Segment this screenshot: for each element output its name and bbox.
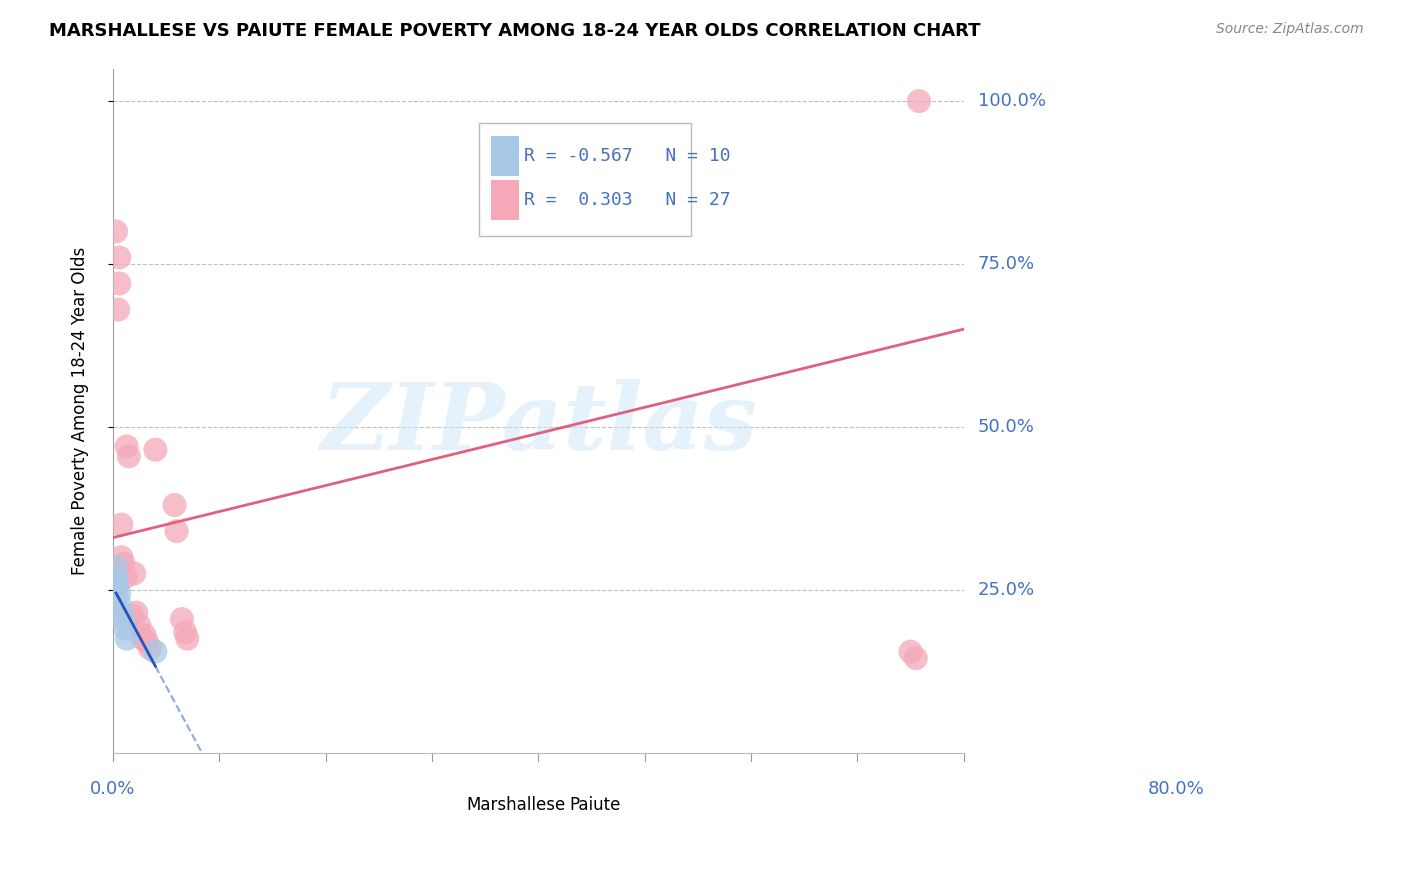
- Text: Marshallese: Marshallese: [467, 797, 567, 814]
- Point: [904, 651, 927, 665]
- Text: MARSHALLESE VS PAIUTE FEMALE POVERTY AMONG 18-24 YEAR OLDS CORRELATION CHART: MARSHALLESE VS PAIUTE FEMALE POVERTY AMO…: [49, 22, 981, 40]
- Text: 25.0%: 25.0%: [977, 581, 1035, 599]
- Point: [110, 550, 132, 565]
- Point: [108, 596, 131, 610]
- Text: 0.0%: 0.0%: [90, 780, 135, 798]
- Point: [110, 517, 132, 532]
- Point: [105, 580, 128, 594]
- Point: [163, 498, 186, 512]
- Point: [108, 277, 131, 291]
- Point: [131, 632, 153, 646]
- Text: Paiute: Paiute: [569, 797, 621, 814]
- Point: [105, 224, 128, 238]
- Text: 80.0%: 80.0%: [1149, 780, 1205, 798]
- Point: [108, 251, 131, 265]
- Point: [170, 612, 193, 626]
- Point: [135, 635, 157, 649]
- Text: 50.0%: 50.0%: [977, 417, 1035, 436]
- Point: [139, 641, 162, 656]
- Point: [108, 586, 131, 600]
- Point: [166, 524, 188, 538]
- Point: [122, 566, 145, 581]
- Point: [908, 94, 931, 108]
- FancyBboxPatch shape: [492, 136, 519, 176]
- Point: [105, 570, 128, 584]
- Point: [114, 570, 136, 584]
- Point: [900, 645, 922, 659]
- Point: [115, 439, 138, 453]
- Point: [112, 557, 135, 571]
- Text: R = -0.567   N = 10: R = -0.567 N = 10: [524, 147, 731, 165]
- Text: Source: ZipAtlas.com: Source: ZipAtlas.com: [1216, 22, 1364, 37]
- FancyBboxPatch shape: [478, 123, 692, 236]
- Point: [107, 302, 129, 317]
- Point: [125, 606, 148, 620]
- Point: [128, 618, 150, 632]
- Point: [121, 608, 143, 623]
- Point: [114, 622, 136, 636]
- Point: [174, 625, 197, 640]
- FancyBboxPatch shape: [437, 793, 464, 818]
- FancyBboxPatch shape: [540, 793, 567, 818]
- Y-axis label: Female Poverty Among 18-24 Year Olds: Female Poverty Among 18-24 Year Olds: [72, 246, 89, 574]
- Point: [145, 645, 167, 659]
- FancyBboxPatch shape: [492, 180, 519, 220]
- Point: [134, 628, 156, 642]
- Point: [111, 612, 134, 626]
- Point: [105, 560, 128, 574]
- Point: [115, 632, 138, 646]
- Text: 75.0%: 75.0%: [977, 255, 1035, 273]
- Point: [118, 449, 141, 463]
- Point: [145, 442, 167, 457]
- Text: 100.0%: 100.0%: [977, 92, 1046, 110]
- Text: R =  0.303   N = 27: R = 0.303 N = 27: [524, 191, 731, 210]
- Point: [110, 606, 132, 620]
- Point: [176, 632, 198, 646]
- Text: ZIPatlas: ZIPatlas: [319, 379, 756, 469]
